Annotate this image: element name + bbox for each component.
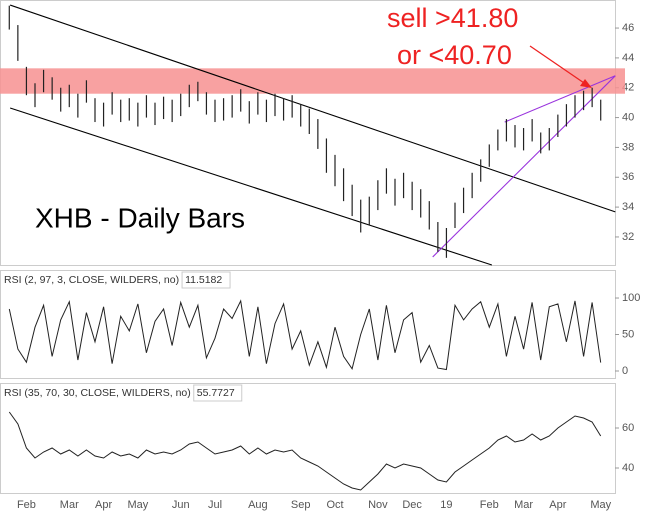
y-tick-label: 60 [622, 422, 634, 434]
trend-line [9, 107, 493, 266]
label-box [193, 384, 243, 402]
trend-line [9, 4, 616, 213]
y-tick-label: 36 [622, 171, 634, 183]
y-tick-label: 38 [622, 141, 634, 153]
y-tick-label: 42 [622, 82, 634, 94]
y-tick-label: 34 [622, 201, 634, 213]
rsi-line [8, 299, 602, 371]
panel-frame [0, 270, 616, 379]
annotation: or <40.70 [397, 40, 512, 70]
x-tick-label: Mar [514, 499, 533, 511]
rsi-line [8, 411, 602, 491]
trend-line [432, 75, 616, 258]
x-tick-label: May [127, 499, 148, 511]
annotation-arrow [529, 45, 588, 86]
x-tick-label: Feb [480, 499, 499, 511]
x-tick-label: Apr [95, 499, 112, 511]
price-bars [8, 5, 602, 258]
x-tick-label: Jul [208, 499, 222, 511]
arrow-head [580, 79, 592, 88]
x-tick-label: Jun [172, 499, 190, 511]
x-tick-label: Apr [549, 499, 566, 511]
panel-label: RSI (35, 70, 30, CLOSE, WILDERS, no) [4, 387, 191, 399]
x-tick-label: Nov [368, 499, 388, 511]
y-tick-label: 32 [622, 231, 634, 243]
y-tick-label: 44 [622, 52, 634, 64]
y-tick-label: 100 [622, 292, 640, 304]
x-tick-label: Dec [402, 499, 422, 511]
x-tick-label: Oct [326, 499, 343, 511]
y-tick-label: 40 [622, 462, 634, 474]
x-tick-label: Feb [17, 499, 36, 511]
chart-title: XHB - Daily Bars [35, 202, 245, 233]
y-tick-label: 0 [622, 365, 628, 377]
trend-line [504, 75, 616, 123]
x-tick-label: Mar [60, 499, 79, 511]
x-tick-label: May [590, 499, 611, 511]
sell-band [0, 68, 625, 94]
y-tick-label: 50 [622, 328, 634, 340]
panel-label: RSI (2, 97, 3, CLOSE, WILDERS, no) [4, 274, 179, 286]
panel-value: 11.5182 [185, 274, 222, 286]
x-tick-label: Aug [248, 499, 268, 511]
annotation: sell >41.80 [387, 3, 518, 33]
y-tick-label: 40 [622, 111, 634, 123]
panel-frame [0, 0, 616, 266]
panel-value: 55.7727 [197, 387, 235, 399]
label-box [181, 271, 231, 289]
y-tick-label: 46 [622, 22, 634, 34]
x-tick-label: 19 [440, 499, 452, 511]
panel-frame [0, 383, 616, 494]
x-tick-label: Sep [291, 499, 311, 511]
